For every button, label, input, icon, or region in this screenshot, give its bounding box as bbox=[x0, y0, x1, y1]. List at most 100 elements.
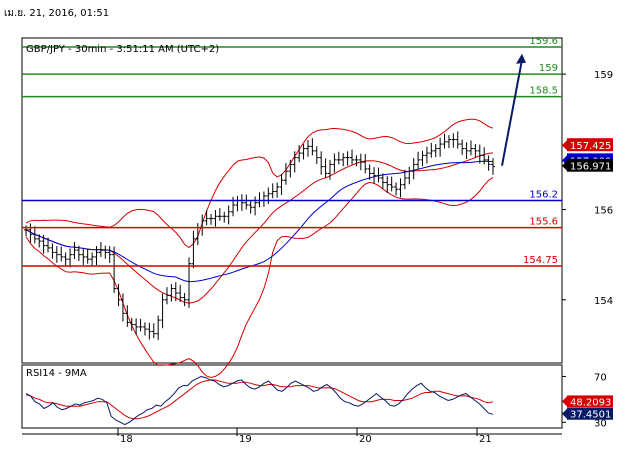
rsi-ma-line bbox=[25, 379, 494, 420]
price-bar bbox=[72, 242, 77, 260]
price-bar bbox=[354, 155, 359, 167]
price-bar bbox=[482, 147, 487, 165]
price-bar bbox=[178, 284, 183, 303]
price-bar bbox=[402, 169, 407, 190]
price-bar bbox=[283, 163, 288, 185]
rsi-badge bbox=[567, 407, 613, 420]
price-bar bbox=[244, 194, 249, 210]
price-bar bbox=[394, 182, 399, 196]
price-bar bbox=[173, 282, 178, 302]
price-bar bbox=[416, 151, 421, 169]
rsi-axis-label: 30 bbox=[594, 418, 607, 429]
price-bar bbox=[376, 167, 381, 183]
rsi-badge-label: 37.4501 bbox=[570, 410, 611, 421]
time-axis-label: 19 bbox=[239, 434, 252, 445]
price-bar bbox=[372, 167, 377, 184]
price-badge-label: 156.971 bbox=[570, 162, 611, 173]
price-bar bbox=[363, 154, 368, 174]
price-bar bbox=[385, 176, 390, 193]
level-label: 156.2 bbox=[529, 190, 558, 201]
price-bar bbox=[85, 248, 90, 264]
price-bar bbox=[288, 159, 293, 178]
level-label: 154.75 bbox=[523, 255, 558, 266]
rsi-badge-label: 48.2093 bbox=[570, 397, 611, 408]
chart-title: GBP/JPY - 30min - 3:51:11 AM (UTC+2) bbox=[26, 44, 220, 55]
price-bar bbox=[103, 245, 108, 259]
price-bar bbox=[389, 176, 394, 192]
price-bar bbox=[50, 243, 55, 259]
price-bar bbox=[336, 151, 341, 165]
price-axis-label: 154 bbox=[594, 296, 613, 307]
time-axis-label: 21 bbox=[479, 434, 492, 445]
price-bar bbox=[222, 211, 227, 223]
price-badge bbox=[567, 158, 613, 172]
price-bar bbox=[217, 208, 222, 221]
price-bar bbox=[138, 318, 143, 332]
price-bar bbox=[314, 146, 319, 164]
rsi-badge-pointer bbox=[562, 396, 567, 407]
price-bar bbox=[129, 317, 134, 331]
price-badge bbox=[567, 138, 613, 152]
forecast-arrow-head bbox=[516, 53, 526, 64]
price-bar bbox=[367, 164, 372, 180]
price-bar bbox=[341, 153, 346, 167]
price-bar bbox=[407, 166, 412, 185]
price-bar bbox=[275, 182, 280, 198]
price-bar bbox=[160, 293, 165, 329]
price-bar bbox=[486, 155, 491, 171]
price-bar bbox=[63, 252, 68, 266]
price-bar bbox=[345, 151, 350, 166]
price-bar bbox=[327, 159, 332, 180]
price-bar bbox=[380, 173, 385, 189]
price-bar bbox=[323, 158, 328, 178]
price-bar bbox=[81, 248, 86, 266]
price-bar bbox=[424, 146, 429, 164]
price-bar bbox=[182, 293, 187, 307]
timestamp: เม.ย. 21, 2016, 01:51 bbox=[4, 8, 110, 19]
price-bar bbox=[151, 323, 156, 339]
price-bar bbox=[213, 209, 218, 227]
price-bar bbox=[451, 133, 456, 148]
price-bar bbox=[68, 248, 73, 268]
price-bar bbox=[187, 257, 192, 308]
price-bar bbox=[28, 223, 33, 243]
rsi-axis-label: 70 bbox=[594, 372, 607, 383]
price-bar bbox=[279, 173, 284, 196]
price-bar bbox=[204, 210, 209, 226]
price-bar bbox=[169, 284, 174, 302]
price-bar bbox=[226, 205, 231, 225]
bollinger-lower-line bbox=[25, 177, 494, 379]
price-bar bbox=[297, 144, 302, 163]
price-bar bbox=[429, 142, 434, 158]
price-bar bbox=[90, 252, 95, 266]
price-bar bbox=[54, 246, 59, 263]
price-bar bbox=[468, 140, 473, 156]
price-bar bbox=[156, 315, 161, 340]
price-bar bbox=[332, 153, 337, 173]
price-bar bbox=[191, 230, 196, 269]
price-bar bbox=[112, 246, 117, 294]
level-label: 159 bbox=[539, 63, 558, 74]
rsi-badge bbox=[567, 395, 613, 408]
rsi-badge-pointer bbox=[562, 408, 567, 419]
price-bar bbox=[248, 200, 253, 214]
price-bar bbox=[32, 226, 37, 244]
price-bar bbox=[446, 135, 451, 149]
rsi-line bbox=[25, 375, 494, 426]
price-badge-pointer bbox=[562, 160, 567, 171]
level-label: 155.6 bbox=[529, 217, 558, 228]
price-bar bbox=[301, 144, 306, 160]
time-axis-label: 20 bbox=[359, 434, 372, 445]
price-bar bbox=[438, 137, 443, 157]
price-bar bbox=[164, 287, 169, 305]
price-axis-label: 159 bbox=[594, 70, 613, 81]
price-bar bbox=[460, 139, 465, 155]
price-badge-pointer bbox=[562, 140, 567, 151]
level-label: 159.6 bbox=[529, 36, 558, 47]
price-bar bbox=[134, 318, 139, 336]
price-bar bbox=[473, 144, 478, 158]
price-bar bbox=[455, 131, 460, 149]
price-bar bbox=[125, 305, 130, 327]
time-axis-label: 18 bbox=[120, 434, 133, 445]
